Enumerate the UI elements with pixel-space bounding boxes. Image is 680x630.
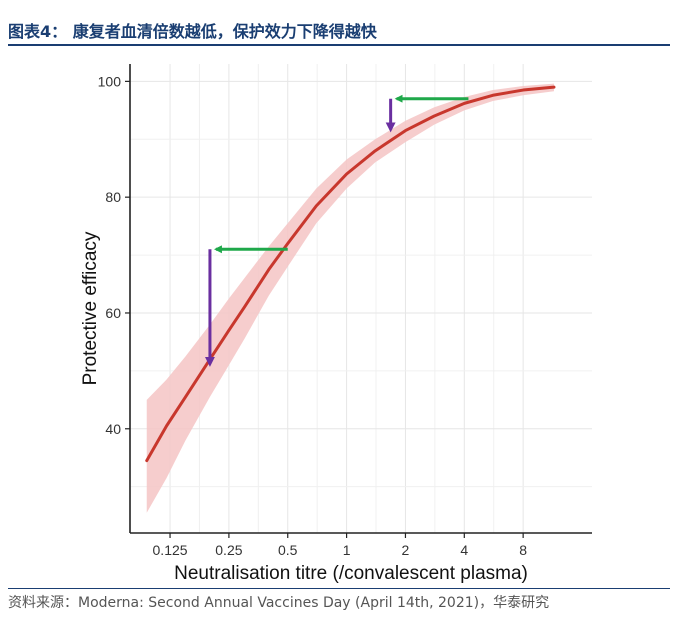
y-axis-title: Protective efficacy (80, 231, 101, 385)
x-tick-label: 8 (519, 542, 527, 558)
title-rule (8, 44, 670, 46)
y-tick-label: 40 (105, 421, 121, 437)
x-tick-label: 0.25 (215, 542, 242, 558)
x-tick-label: 1 (343, 542, 351, 558)
confidence-band (146, 83, 554, 513)
figure-title: 图表4： 康复者血清倍数越低，保护效力下降得越快 (8, 22, 377, 41)
source-rule (8, 588, 670, 589)
y-tick-label: 80 (105, 189, 121, 205)
y-tick-label: 100 (98, 73, 122, 89)
x-tick-label: 0.125 (153, 542, 188, 558)
efficacy-line (145, 85, 556, 463)
y-tick-label: 60 (105, 305, 121, 321)
x-tick-label: 4 (460, 542, 468, 558)
x-axis-title: Neutralisation titre (/convalescent plas… (174, 563, 528, 584)
x-tick-label: 0.5 (278, 542, 298, 558)
source-note: 资料来源：Moderna: Second Annual Vaccines Day… (8, 595, 550, 611)
x-tick-label: 2 (402, 542, 410, 558)
